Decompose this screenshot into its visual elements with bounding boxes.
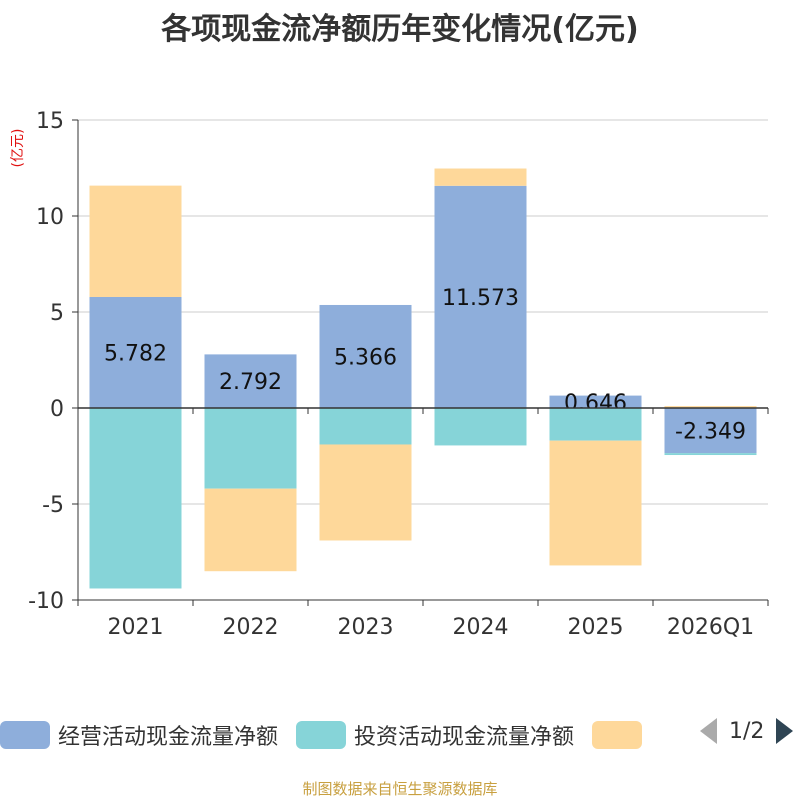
data-source-note: 制图数据来自恒生聚源数据库: [302, 780, 498, 798]
legend-item-operating[interactable]: 经营活动现金流量净额: [0, 719, 278, 751]
bar-series2-2024: [434, 168, 527, 186]
chart-area: 15 10 5 0 -5 -10 (亿元) 5.782 2021 2.792 2022 5.366 20…: [10, 109, 769, 640]
bar-series0-2024: [434, 185, 527, 408]
legend-label-operating: 经营活动现金流量净额: [58, 725, 279, 750]
next-page-icon[interactable]: [776, 718, 794, 744]
bar-series2-2025: [549, 440, 642, 566]
bar-series1-2023: [319, 408, 412, 445]
bar-series0-2023: [319, 304, 412, 408]
y-tick-label: 10: [36, 205, 64, 230]
y-axis-title: (亿元): [10, 129, 26, 168]
bar-series1-2024: [434, 408, 527, 446]
data-label: 2.792: [219, 370, 282, 395]
bar-series0-2026Q1: [664, 408, 757, 454]
bar-series0-2022: [204, 354, 297, 408]
data-label: 5.782: [104, 341, 167, 366]
bar-series1-2026Q1: [664, 453, 757, 456]
legend: 经营活动现金流量净额 投资活动现金流量净额: [0, 718, 800, 752]
bar-series2-2026Q1: [664, 406, 757, 408]
x-tick-label: 2021: [108, 615, 164, 640]
bar-series0-2021: [89, 296, 182, 408]
x-tick-label: 2025: [568, 615, 624, 640]
y-tick-label: -10: [28, 589, 64, 614]
legend-swatch-financing: [592, 721, 643, 749]
legend-pager: 1/2: [700, 718, 794, 744]
legend-swatch-operating: [0, 721, 50, 749]
data-label: 5.366: [334, 345, 397, 370]
data-label: -2.349: [675, 420, 746, 445]
bar-series0-2025: [549, 395, 642, 408]
y-tick-label: -5: [42, 493, 64, 518]
x-tick-label: 2022: [223, 615, 279, 640]
y-tick-label: 15: [36, 109, 64, 134]
x-tick-label: 2024: [453, 615, 509, 640]
x-tick-label: 2026Q1: [667, 615, 754, 640]
bar-series2-2023: [319, 444, 412, 541]
y-tick-label: 5: [50, 301, 64, 326]
bar-series2-2021: [89, 185, 182, 297]
legend-item-investing[interactable]: 投资活动现金流量净额: [296, 719, 574, 751]
bar-series1-2025: [549, 408, 642, 441]
prev-page-icon[interactable]: [700, 718, 717, 744]
y-tick-label: 0: [50, 397, 64, 422]
bar-series1-2021: [89, 408, 182, 589]
x-tick-label: 2023: [338, 615, 394, 640]
chart-title: 各项现金流净额历年变化情况(亿元): [161, 12, 639, 47]
legend-page-indicator: 1/2: [729, 718, 765, 744]
legend-item-financing[interactable]: [592, 721, 650, 749]
bar-series1-2022: [204, 408, 297, 489]
bar-series2-2022: [204, 488, 297, 572]
legend-swatch-investing: [296, 721, 347, 749]
data-label: 11.573: [442, 286, 519, 311]
legend-label-investing: 投资活动现金流量净额: [354, 725, 575, 750]
